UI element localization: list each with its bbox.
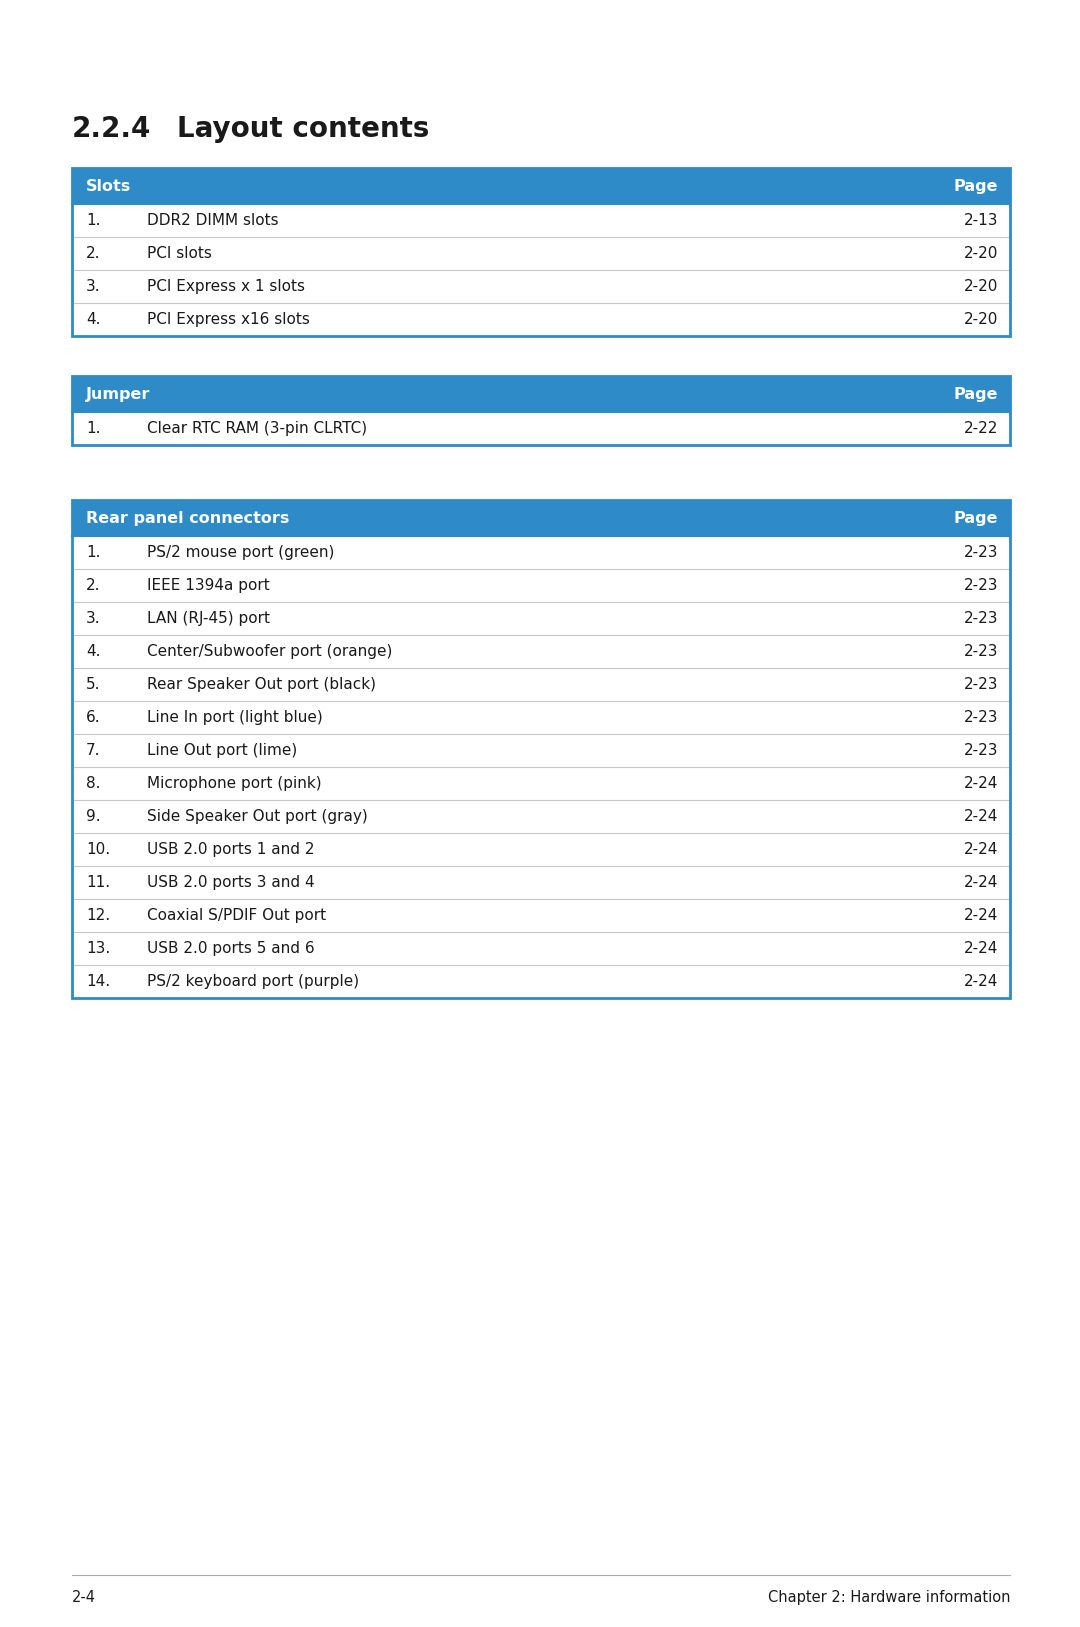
Text: 2-23: 2-23 [963, 709, 998, 726]
Bar [72, 932, 1010, 965]
Text: 1.: 1. [86, 545, 100, 560]
Bar [72, 900, 1010, 932]
Text: 2-24: 2-24 [963, 908, 998, 923]
Text: 2-23: 2-23 [963, 612, 998, 626]
Text: Microphone port (pink): Microphone port (pink) [147, 776, 322, 791]
Text: 2.: 2. [86, 578, 100, 592]
Bar [72, 569, 1010, 602]
Text: PCI slots: PCI slots [147, 246, 212, 260]
Text: Page: Page [954, 179, 998, 194]
Text: Coaxial S/PDIF Out port: Coaxial S/PDIF Out port [147, 908, 326, 923]
Bar [72, 965, 1010, 997]
Text: 4.: 4. [86, 644, 100, 659]
Text: 2.: 2. [86, 246, 100, 260]
Text: Slots: Slots [86, 179, 132, 194]
Bar [72, 270, 1010, 303]
Text: Line In port (light blue): Line In port (light blue) [147, 709, 323, 726]
Bar [72, 376, 1010, 446]
Text: 3.: 3. [86, 612, 100, 626]
Text: 1.: 1. [86, 421, 100, 436]
Bar [72, 800, 1010, 833]
Text: 2-20: 2-20 [963, 278, 998, 294]
Text: 2-13: 2-13 [963, 213, 998, 228]
Text: PCI Express x 1 slots: PCI Express x 1 slots [147, 278, 305, 294]
Bar [72, 412, 1010, 446]
Text: DDR2 DIMM slots: DDR2 DIMM slots [147, 213, 279, 228]
Text: Page: Page [954, 387, 998, 402]
Text: PS/2 keyboard port (purple): PS/2 keyboard port (purple) [147, 975, 360, 989]
Text: 9.: 9. [86, 809, 100, 823]
Text: Jumper: Jumper [86, 387, 150, 402]
Bar [72, 168, 1010, 337]
Text: 2-24: 2-24 [963, 875, 998, 890]
Bar [72, 203, 1010, 238]
Text: 7.: 7. [86, 744, 100, 758]
Text: 2-22: 2-22 [963, 421, 998, 436]
Bar [72, 303, 1010, 337]
Text: 2-20: 2-20 [963, 246, 998, 260]
Text: 2-23: 2-23 [963, 644, 998, 659]
Text: 4.: 4. [86, 312, 100, 327]
Text: 2-23: 2-23 [963, 545, 998, 560]
Text: 2-4: 2-4 [72, 1590, 96, 1604]
Text: 6.: 6. [86, 709, 100, 726]
Text: 2-24: 2-24 [963, 940, 998, 957]
Bar [72, 376, 1010, 412]
Text: Center/Subwoofer port (orange): Center/Subwoofer port (orange) [147, 644, 392, 659]
Text: 2-23: 2-23 [963, 677, 998, 691]
Text: USB 2.0 ports 1 and 2: USB 2.0 ports 1 and 2 [147, 843, 314, 857]
Text: USB 2.0 ports 3 and 4: USB 2.0 ports 3 and 4 [147, 875, 314, 890]
Text: PS/2 mouse port (green): PS/2 mouse port (green) [147, 545, 335, 560]
Bar [72, 499, 1010, 997]
Bar [72, 499, 1010, 535]
Text: Page: Page [954, 511, 998, 526]
Text: 2-20: 2-20 [963, 312, 998, 327]
Text: 2-24: 2-24 [963, 809, 998, 823]
Text: 5.: 5. [86, 677, 100, 691]
Text: Chapter 2: Hardware information: Chapter 2: Hardware information [768, 1590, 1010, 1604]
Text: 2-23: 2-23 [963, 744, 998, 758]
Bar [72, 238, 1010, 270]
Text: Line Out port (lime): Line Out port (lime) [147, 744, 297, 758]
Text: 1.: 1. [86, 213, 100, 228]
Bar [72, 833, 1010, 866]
Text: Rear panel connectors: Rear panel connectors [86, 511, 289, 526]
Bar [72, 635, 1010, 669]
Bar [72, 535, 1010, 569]
Text: 2-23: 2-23 [963, 578, 998, 592]
Text: 10.: 10. [86, 843, 110, 857]
Text: Rear Speaker Out port (black): Rear Speaker Out port (black) [147, 677, 376, 691]
Text: 3.: 3. [86, 278, 100, 294]
Text: Layout contents: Layout contents [177, 116, 430, 143]
Text: 13.: 13. [86, 940, 110, 957]
Text: 2-24: 2-24 [963, 843, 998, 857]
Text: 8.: 8. [86, 776, 100, 791]
Bar [72, 734, 1010, 766]
Text: 2.2.4: 2.2.4 [72, 116, 151, 143]
Bar [72, 766, 1010, 800]
Text: LAN (RJ-45) port: LAN (RJ-45) port [147, 612, 270, 626]
Text: 11.: 11. [86, 875, 110, 890]
Bar [72, 669, 1010, 701]
Text: IEEE 1394a port: IEEE 1394a port [147, 578, 270, 592]
Bar [72, 701, 1010, 734]
Bar [72, 602, 1010, 635]
Bar [72, 168, 1010, 203]
Text: 2-24: 2-24 [963, 975, 998, 989]
Text: 12.: 12. [86, 908, 110, 923]
Text: USB 2.0 ports 5 and 6: USB 2.0 ports 5 and 6 [147, 940, 314, 957]
Text: 14.: 14. [86, 975, 110, 989]
Text: 2-24: 2-24 [963, 776, 998, 791]
Text: PCI Express x16 slots: PCI Express x16 slots [147, 312, 310, 327]
Text: Side Speaker Out port (gray): Side Speaker Out port (gray) [147, 809, 368, 823]
Text: Clear RTC RAM (3-pin CLRTC): Clear RTC RAM (3-pin CLRTC) [147, 421, 367, 436]
Bar [72, 866, 1010, 900]
